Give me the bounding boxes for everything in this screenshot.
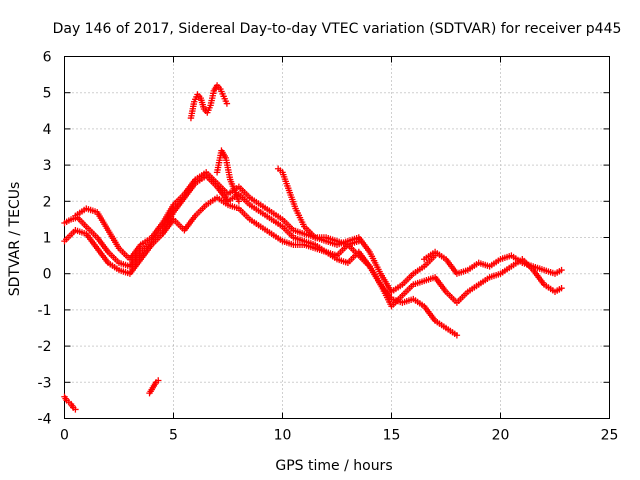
data-point [453, 332, 461, 339]
y-tick-label: -1 [38, 303, 52, 319]
data-point [558, 266, 565, 274]
y-tick-label: 5 [43, 86, 52, 102]
y-axis-label: SDTVAR / TECUs [7, 182, 23, 297]
data-series-group [274, 165, 362, 248]
y-tick-label: 0 [43, 267, 52, 283]
data-point [155, 377, 162, 384]
y-tick-label: 3 [43, 158, 52, 174]
x-tick-label: 25 [601, 428, 619, 444]
data-series-group [61, 393, 79, 413]
data-series-group [146, 377, 162, 397]
x-tick-label: 10 [274, 428, 292, 444]
grid [64, 56, 610, 419]
y-tick-label: 6 [43, 50, 52, 66]
data-point [223, 100, 231, 107]
y-tick-label: -4 [38, 412, 52, 428]
y-tick-label: 4 [43, 122, 52, 138]
data-series-group [61, 194, 565, 310]
data-point [558, 284, 565, 292]
data-point [355, 237, 362, 245]
x-tick-label: 5 [169, 428, 178, 444]
axis-ticks: 0 5 10 15 20 25 -4 -3 -2 -1 0 1 2 3 4 5 6 [38, 50, 619, 444]
data-series-group [72, 169, 439, 295]
data-point [72, 406, 79, 413]
x-axis-label: GPS time / hours [275, 458, 392, 474]
data-series [61, 82, 565, 413]
y-tick-label: 2 [43, 194, 52, 210]
y-tick-label: 1 [43, 231, 52, 247]
y-tick-label: -3 [38, 375, 52, 391]
x-tick-label: 20 [492, 428, 510, 444]
data-series-group [421, 248, 565, 277]
x-tick-label: 15 [383, 428, 401, 444]
data-series-group [61, 172, 461, 339]
chart-title: Day 146 of 2017, Sidereal Day-to-day VTE… [53, 21, 622, 37]
x-tick-label: 0 [60, 428, 69, 444]
y-tick-label: -2 [38, 339, 52, 355]
data-series-group [213, 147, 243, 205]
data-series-group [187, 82, 231, 122]
data-point [235, 198, 243, 205]
